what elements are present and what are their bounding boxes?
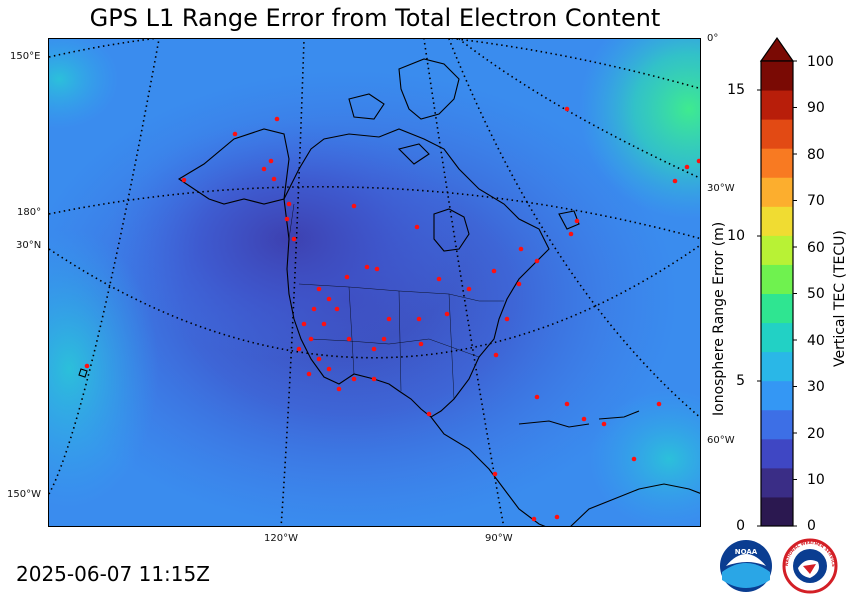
graticule-label-120w: 120°W — [264, 533, 298, 544]
colorbar-band — [761, 90, 793, 120]
tec-tick-80: 80 — [807, 147, 825, 163]
mid-tec-region-nw — [49, 39, 119, 129]
colorbar-band — [761, 438, 793, 469]
range-tick-15: 15 — [727, 82, 745, 98]
high-tec-region-east — [579, 39, 700, 219]
colorbar-band — [761, 409, 793, 440]
graticule-label-150e: 150°E — [10, 51, 41, 62]
tec-tick-0: 0 — [807, 518, 816, 534]
colorbar-band — [761, 496, 793, 527]
tec-tick-90: 90 — [807, 100, 825, 116]
mid-tec-region-se — [589, 389, 700, 526]
colorbar-band — [761, 177, 793, 207]
tec-tick-40: 40 — [807, 333, 825, 349]
tec-tick-100: 100 — [807, 54, 834, 70]
colorbar-band — [761, 467, 793, 498]
colorbar-band — [761, 206, 793, 236]
tec-map-canvas — [49, 39, 700, 526]
gnss-stations — [84, 106, 700, 522]
colorbar-band — [761, 235, 793, 265]
graticule-label-30n: 30°N — [16, 240, 42, 251]
tec-tick-10: 10 — [807, 472, 825, 488]
graticule-label-150w: 150°W — [7, 489, 41, 500]
graticule-label-60w: 60°W — [707, 435, 735, 446]
map-title: GPS L1 Range Error from Total Electron C… — [89, 4, 661, 32]
tec-colorbar — [757, 36, 797, 527]
coastlines — [78, 58, 700, 526]
range-tick-10: 10 — [727, 228, 745, 244]
colorbar-band — [761, 293, 793, 324]
range-tick-0: 0 — [736, 518, 745, 534]
tec-tick-20: 20 — [807, 426, 825, 442]
colorbar-band — [761, 119, 793, 149]
tec-tick-30: 30 — [807, 379, 825, 395]
valid-time: 2025-06-07 11:15Z — [16, 562, 210, 586]
colorbar-band — [761, 264, 793, 294]
tec-tick-50: 50 — [807, 286, 825, 302]
colorbar-band — [761, 380, 793, 411]
range-error-axis-title: Ionosphere Range Error (m) — [711, 221, 727, 416]
nws-logo: NATIONAL WEATHER SERVICE — [782, 538, 838, 594]
colorbar-band — [761, 61, 793, 91]
svg-text:NOAA: NOAA — [735, 548, 758, 556]
tec-tick-60: 60 — [807, 240, 825, 256]
colorbar-bands — [761, 61, 793, 527]
colorbar-band — [761, 148, 793, 178]
graticule-label-90w: 90°W — [485, 533, 513, 544]
range-tick-5: 5 — [736, 373, 745, 389]
graticule-label-180: 180° — [17, 207, 42, 218]
colorbar-extend-arrow — [759, 36, 795, 62]
graticule-label-0: 0° — [707, 33, 719, 44]
colorbar-band — [761, 322, 793, 353]
noaa-logo: NOAA — [720, 540, 772, 592]
tec-map — [48, 38, 701, 527]
colorbar-band — [761, 351, 793, 382]
mid-tec-region-west — [49, 229, 159, 509]
tec-axis-title: Vertical TEC (TECU) — [832, 230, 848, 367]
borders — [288, 203, 504, 400]
tec-tick-70: 70 — [807, 193, 825, 209]
agency-logos: NOAA NATIONAL WEATHER SERVICE — [720, 538, 838, 594]
graticule-label-30w: 30°W — [707, 183, 735, 194]
